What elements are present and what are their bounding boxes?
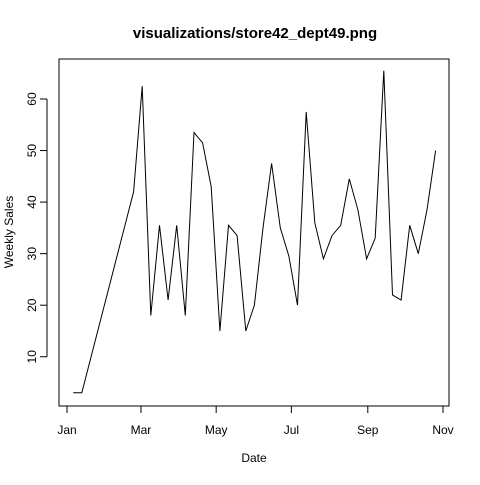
x-tick-label-nov: Nov <box>432 423 453 437</box>
y-axis-title: Weekly Sales <box>2 196 16 268</box>
y-tick-label-20: 20 <box>25 298 39 312</box>
x-tick-label-mar: Mar <box>131 423 152 437</box>
y-tick-label-10: 10 <box>25 350 39 364</box>
x-tick-label-may: May <box>205 423 228 437</box>
x-tick-label-jan: Jan <box>57 423 76 437</box>
x-tick-label-sep: Sep <box>357 423 379 437</box>
x-tick-label-jul: Jul <box>284 423 299 437</box>
y-tick-label-60: 60 <box>25 92 39 106</box>
y-tick-label-30: 30 <box>25 247 39 261</box>
y-axis: 10 20 30 40 50 60 <box>25 92 48 364</box>
x-axis-title: Date <box>241 451 267 465</box>
chart-title: visualizations/store42_dept49.png <box>133 25 377 42</box>
series-line <box>73 70 437 394</box>
y-tick-label-40: 40 <box>25 195 39 209</box>
y-tick-label-50: 50 <box>25 144 39 158</box>
x-axis: Jan Mar May Jul Sep Nov <box>57 405 454 437</box>
